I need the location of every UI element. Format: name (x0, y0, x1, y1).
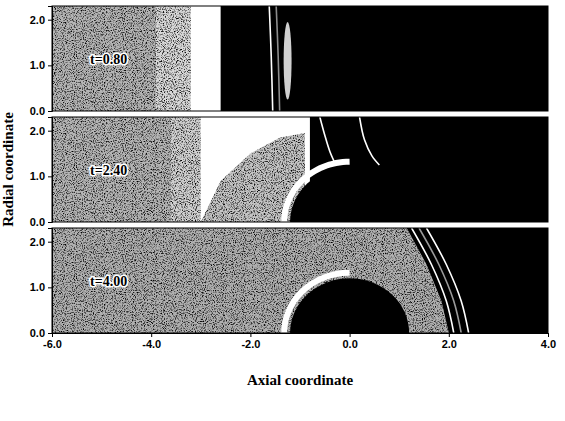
axis-line (53, 334, 549, 338)
region (221, 6, 548, 111)
region (52, 6, 156, 111)
tick-mark (250, 333, 251, 337)
tick: 2.0 (442, 333, 457, 350)
tick-label: -6.0 (43, 338, 62, 350)
shock-front (419, 228, 461, 333)
tick-mark (48, 65, 52, 66)
region (407, 228, 548, 333)
tick-label: 2.0 (30, 236, 45, 248)
shock-front (269, 6, 272, 111)
tick-label: 1.0 (30, 170, 45, 182)
body (290, 167, 409, 222)
plot-area (52, 228, 548, 333)
tick: 4.0 (541, 333, 556, 350)
tick: 0.0 (342, 333, 357, 350)
frame (52, 117, 548, 222)
tick-label: 0.0 (30, 105, 45, 117)
panel: 0.01.02.0-6.0-4.0-2.00.02.04.0t=4.00 (30, 228, 556, 393)
tick-label: 0.0 (342, 338, 357, 350)
panel: 0.0 1.0 2.0 t=0.80 (30, 6, 548, 117)
shock-front (360, 117, 380, 165)
tick: 0.0 (30, 216, 52, 228)
x-axis-title: Axial coordinate (247, 372, 354, 388)
axis-line (48, 229, 53, 334)
y-axis: 0.01.02.0 (30, 229, 53, 340)
tick-label: 2.0 (30, 14, 45, 26)
y-axis-title: Radial coordinate (0, 112, 16, 227)
tick: 1.0 (30, 59, 52, 71)
region (191, 6, 221, 111)
tick: -2.0 (241, 333, 260, 350)
tick-mark (52, 333, 53, 337)
tick-mark (48, 287, 52, 288)
chart: 0.01.02.0t=0.800.01.02.0t=2.400.01.02.0-… (0, 0, 565, 421)
frame (52, 228, 548, 333)
region (156, 6, 191, 111)
tick: -6.0 (43, 333, 62, 350)
region (52, 117, 171, 222)
plot-area (52, 6, 548, 111)
tick-label: 2.0 (30, 125, 45, 137)
tick-mark (48, 242, 52, 243)
region (171, 117, 201, 222)
tick: 2.0 (30, 125, 52, 137)
axis-line (48, 7, 53, 112)
frame (52, 6, 548, 111)
tick-mark (548, 333, 549, 337)
y-axis: 0.0 1.0 2.0 (30, 7, 53, 118)
tick: -4.0 (142, 333, 161, 350)
tick-mark (449, 333, 450, 337)
tick: 2.0 (30, 14, 52, 26)
panel-label: t=0.80 (90, 52, 127, 67)
x-axis: -6.0 -4.0 -2.0 0.0 2.0 4.0 (43, 333, 556, 350)
tick-mark (48, 333, 52, 334)
plot-area (52, 117, 548, 222)
y-axis: 0.0 1.0 2.0 (30, 118, 53, 229)
panel-label: t=4.00 (90, 274, 127, 289)
tick-label: 1.0 (30, 59, 45, 71)
shock-front (320, 117, 335, 163)
panel-label: t=2.40 (90, 163, 127, 178)
shock-front (426, 228, 468, 333)
tick-label: 1.0 (30, 281, 45, 293)
tick-label: -4.0 (142, 338, 161, 350)
tick-mark (48, 20, 52, 21)
tick: 0.0 (30, 105, 52, 117)
tick-mark (48, 131, 52, 132)
tick-mark (48, 176, 52, 177)
body (284, 22, 292, 100)
tick-label: -2.0 (241, 338, 260, 350)
tick: 1.0 (30, 281, 52, 293)
tick: 1.0 (30, 170, 52, 182)
region (201, 133, 305, 222)
tick-label: 0.0 (30, 216, 45, 228)
tick-mark (48, 222, 52, 223)
tick-label: 4.0 (541, 338, 556, 350)
tick-mark (48, 111, 52, 112)
body (290, 278, 409, 333)
tick-mark (151, 333, 152, 337)
tick-mark (350, 333, 351, 337)
tick-label: 2.0 (442, 338, 457, 350)
shock-front (412, 228, 454, 333)
tick: 2.0 (30, 236, 52, 248)
shock-front (276, 6, 279, 111)
axis-line (48, 118, 53, 223)
